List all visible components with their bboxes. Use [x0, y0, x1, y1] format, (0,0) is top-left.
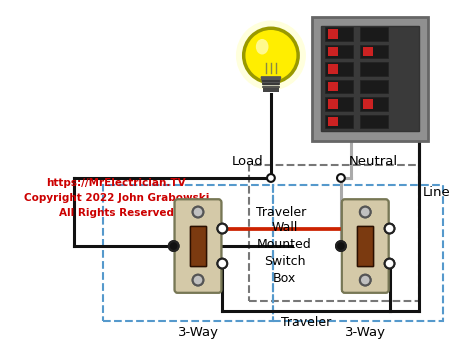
FancyBboxPatch shape	[342, 200, 389, 293]
Circle shape	[244, 28, 298, 83]
Circle shape	[218, 224, 227, 233]
Bar	[321, 26, 419, 131]
Circle shape	[385, 259, 394, 268]
Circle shape	[360, 275, 371, 285]
Bar	[360, 115, 388, 129]
Polygon shape	[261, 77, 281, 84]
Circle shape	[385, 224, 394, 233]
Bar	[357, 226, 373, 267]
Bar	[248, 165, 419, 301]
Bar	[328, 82, 338, 92]
Circle shape	[192, 207, 203, 217]
Circle shape	[218, 224, 227, 233]
Circle shape	[360, 207, 371, 217]
Bar	[360, 45, 388, 58]
Circle shape	[267, 174, 275, 182]
Ellipse shape	[256, 39, 268, 55]
Bar	[328, 99, 338, 109]
Bar	[328, 47, 338, 56]
Text: Neutral: Neutral	[349, 155, 398, 168]
Bar	[103, 185, 273, 321]
Bar	[312, 17, 428, 141]
Circle shape	[336, 241, 346, 251]
Circle shape	[360, 207, 371, 217]
Circle shape	[337, 174, 345, 182]
Circle shape	[236, 21, 306, 91]
Bar	[325, 80, 353, 93]
Text: 3-Way: 3-Way	[345, 326, 386, 339]
FancyBboxPatch shape	[174, 200, 221, 293]
Bar	[190, 226, 206, 267]
Circle shape	[360, 275, 371, 285]
Circle shape	[192, 275, 203, 285]
Bar	[273, 185, 443, 321]
Bar	[360, 80, 388, 93]
Circle shape	[336, 241, 346, 251]
Bar	[190, 226, 206, 267]
Bar	[360, 27, 388, 41]
Bar	[328, 29, 338, 39]
Circle shape	[192, 207, 203, 217]
Circle shape	[169, 241, 179, 251]
Bar	[360, 62, 388, 76]
Text: Traveler: Traveler	[281, 316, 331, 329]
Bar	[325, 45, 353, 58]
Bar	[263, 88, 279, 92]
Circle shape	[218, 259, 227, 268]
Text: Line: Line	[423, 186, 450, 199]
FancyBboxPatch shape	[174, 200, 221, 293]
Text: Traveler: Traveler	[256, 206, 307, 219]
Bar	[325, 62, 353, 76]
Text: 3-Way: 3-Way	[177, 326, 219, 339]
Bar	[328, 117, 338, 126]
Bar	[363, 99, 373, 109]
Circle shape	[385, 224, 394, 233]
Text: Wall
Mounted
Switch
Box: Wall Mounted Switch Box	[257, 221, 312, 285]
Bar	[325, 97, 353, 111]
Bar	[325, 27, 353, 41]
Bar	[360, 97, 388, 111]
Circle shape	[192, 275, 203, 285]
Text: https://MrElectrician.TV
Copyright 2022 John Grabowski
All Rights Reserved: https://MrElectrician.TV Copyright 2022 …	[24, 179, 209, 218]
Text: Load: Load	[231, 155, 263, 168]
Circle shape	[218, 259, 227, 268]
Circle shape	[169, 241, 179, 251]
Bar	[357, 226, 373, 267]
Circle shape	[385, 259, 394, 268]
Bar	[328, 64, 338, 74]
Bar	[363, 47, 373, 56]
Bar	[325, 115, 353, 129]
FancyBboxPatch shape	[342, 200, 389, 293]
